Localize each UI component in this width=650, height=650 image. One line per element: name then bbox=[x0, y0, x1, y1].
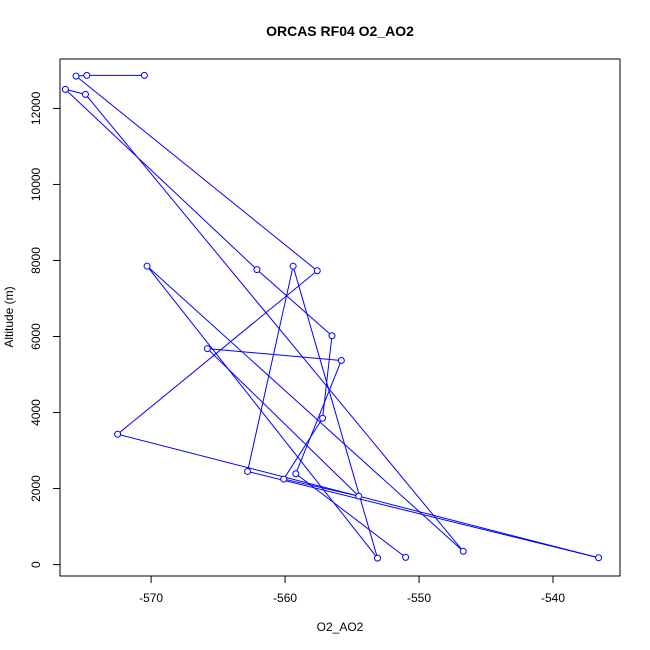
data-point bbox=[203, 345, 211, 353]
series-segment bbox=[247, 266, 294, 472]
series-segment bbox=[207, 348, 342, 361]
data-point bbox=[83, 71, 91, 79]
data-point bbox=[319, 414, 327, 422]
data-point bbox=[402, 553, 410, 561]
data-point bbox=[81, 90, 89, 98]
data-point bbox=[114, 430, 122, 438]
data-point bbox=[72, 72, 80, 80]
x-tick-label: -560 bbox=[273, 591, 297, 605]
data-point bbox=[313, 267, 321, 275]
plot-frame bbox=[59, 58, 621, 577]
y-axis-label: Altitude (m) bbox=[2, 286, 16, 347]
series-segment bbox=[256, 269, 333, 337]
series-segment bbox=[295, 360, 342, 474]
series-segment bbox=[295, 473, 406, 558]
y-tick-label: 10000 bbox=[29, 167, 43, 201]
data-point bbox=[140, 71, 148, 79]
data-point bbox=[459, 547, 467, 555]
data-point bbox=[374, 554, 382, 562]
series-layer bbox=[61, 71, 603, 562]
series-segment bbox=[146, 265, 464, 552]
series-segment bbox=[322, 335, 333, 419]
series-segment bbox=[146, 265, 378, 559]
series-segment bbox=[292, 266, 378, 559]
y-tick-label: 2000 bbox=[29, 475, 43, 502]
data-point bbox=[253, 266, 261, 274]
data-point bbox=[280, 475, 288, 483]
y-tick-label: 6000 bbox=[29, 323, 43, 350]
data-point bbox=[337, 356, 345, 364]
data-point bbox=[328, 332, 336, 340]
y-axis: 0 2000 4000 6000 8000 10000 12000 bbox=[29, 91, 61, 568]
x-tick-label: -570 bbox=[139, 591, 163, 605]
x-tick-label: -550 bbox=[407, 591, 431, 605]
series-segment bbox=[117, 270, 318, 435]
chart-title: ORCAS RF04 O2_AO2 bbox=[266, 23, 414, 39]
data-point bbox=[289, 262, 297, 270]
y-tick-label: 12000 bbox=[29, 91, 43, 125]
series-segment bbox=[283, 417, 324, 480]
y-tick-label: 4000 bbox=[29, 399, 43, 426]
y-tick-label: 8000 bbox=[29, 247, 43, 274]
data-point bbox=[61, 85, 69, 93]
series-segment bbox=[207, 348, 360, 497]
series-segment bbox=[65, 89, 258, 270]
data-point bbox=[292, 470, 300, 478]
x-tick-label: -540 bbox=[541, 591, 565, 605]
series-segment bbox=[75, 75, 318, 272]
series-segment bbox=[85, 94, 464, 552]
data-point bbox=[355, 492, 363, 500]
x-axis: -570 -560 -550 -540 bbox=[139, 575, 565, 605]
y-tick-label: 0 bbox=[29, 561, 43, 568]
series-segment bbox=[283, 478, 359, 497]
data-point bbox=[595, 554, 603, 562]
data-point bbox=[143, 262, 151, 270]
x-axis-label: O2_AO2 bbox=[317, 620, 364, 634]
data-point bbox=[244, 467, 252, 475]
